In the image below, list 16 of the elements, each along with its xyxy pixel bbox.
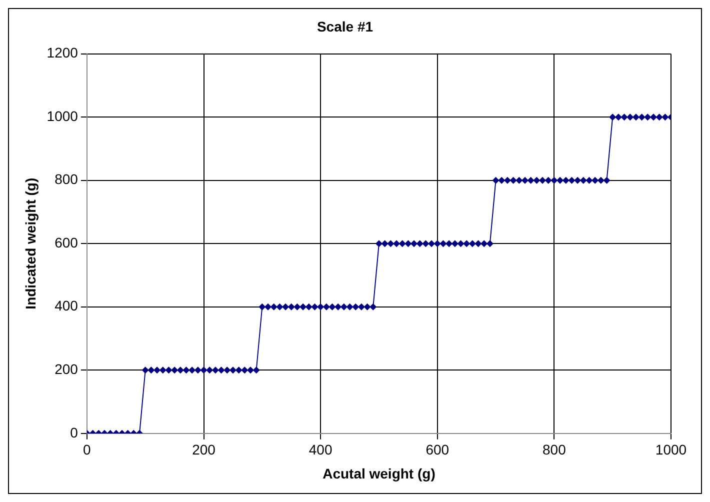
y-tick-label: 400 (54, 298, 78, 314)
x-axis-title: Acutal weight (g) (322, 465, 436, 482)
y-tick-label: 0 (70, 424, 78, 440)
chart-title: Scale #1 (316, 18, 374, 34)
y-axis-title: Indicated weight (g) (22, 178, 38, 310)
y-tick-label: 1200 (46, 44, 78, 61)
x-tick-label: 200 (192, 442, 216, 458)
x-tick-label: 600 (426, 442, 450, 458)
x-tick-label: 400 (308, 442, 332, 458)
y-tick-label: 1000 (46, 108, 78, 124)
y-tick-label: 600 (54, 234, 78, 250)
y-tick-label: 200 (54, 360, 78, 377)
x-tick-label: 0 (83, 442, 92, 458)
x-tick-label: 1000 (655, 442, 687, 458)
y-tick-label: 800 (54, 171, 78, 188)
x-tick-label: 800 (542, 442, 566, 458)
